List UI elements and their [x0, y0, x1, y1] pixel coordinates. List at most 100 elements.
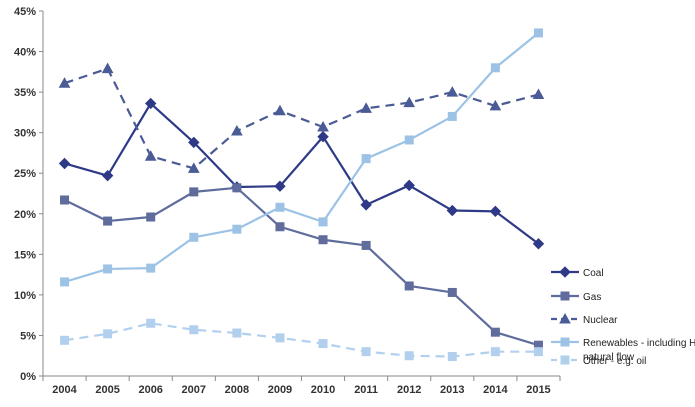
x-tick-label: 2007: [182, 384, 206, 396]
data-point: [404, 135, 414, 145]
x-tick-label: 2010: [311, 384, 335, 396]
data-point: [360, 102, 372, 113]
data-point: [446, 86, 459, 97]
data-point: [318, 217, 328, 227]
y-tick-label: 0%: [20, 371, 36, 383]
data-point: [318, 235, 328, 245]
data-point: [533, 347, 543, 357]
series-line: [64, 32, 540, 283]
data-point: [275, 333, 285, 343]
data-point: [232, 183, 242, 193]
data-point: [489, 99, 502, 111]
legend-item: Renewables - including Hydro natural flow: [551, 337, 695, 363]
x-tick-label: 2004: [52, 384, 77, 396]
legend-label: Renewables - including Hydro: [583, 338, 695, 349]
series-4: [60, 318, 543, 362]
data-point: [274, 180, 286, 192]
data-point: [447, 111, 457, 121]
y-tick-label: 25%: [14, 168, 36, 180]
data-point: [490, 63, 500, 73]
x-tick-label: 2006: [138, 384, 162, 396]
x-tick-label: 2005: [95, 384, 119, 396]
data-point: [60, 335, 70, 345]
legend-item: Gas: [551, 291, 601, 303]
legend-swatch-marker: [560, 337, 570, 347]
data-point: [146, 212, 156, 222]
y-tick-label: 40%: [14, 47, 36, 59]
data-point: [58, 77, 71, 88]
y-tick-label: 35%: [14, 87, 36, 99]
legend-label: Nuclear: [583, 315, 618, 326]
data-point: [404, 351, 414, 361]
y-tick-label: 5%: [20, 330, 36, 342]
x-tick-label: 2012: [397, 384, 421, 396]
data-point: [317, 131, 329, 143]
data-point: [533, 28, 543, 38]
y-tick-label: 30%: [14, 128, 36, 140]
data-point: [146, 263, 156, 273]
data-point: [60, 277, 70, 287]
data-point: [60, 195, 70, 205]
data-point: [189, 187, 199, 197]
data-point: [103, 264, 113, 274]
data-point: [404, 281, 414, 291]
x-tick-label: 2015: [526, 384, 550, 396]
legend-swatch-marker: [559, 266, 571, 278]
data-point: [146, 318, 156, 328]
y-tick-label: 10%: [14, 290, 36, 302]
y-tick-label: 45%: [14, 6, 36, 18]
data-point: [360, 199, 372, 211]
legend-label: Coal: [583, 268, 604, 279]
data-point: [447, 287, 457, 297]
x-tick-label: 2013: [440, 384, 464, 396]
series-3: [60, 28, 543, 287]
data-point: [101, 169, 114, 182]
data-point: [403, 179, 415, 192]
data-point: [145, 97, 157, 110]
data-point: [489, 205, 502, 218]
data-point: [274, 104, 286, 116]
data-point: [187, 162, 200, 173]
data-point: [361, 240, 371, 250]
data-point: [361, 347, 371, 357]
y-tick-label: 15%: [14, 249, 36, 261]
data-point: [144, 150, 157, 161]
legend-item: Coal: [551, 266, 604, 279]
legend-label: Gas: [583, 292, 601, 303]
y-tick-label: 20%: [14, 209, 36, 221]
series-1: [60, 183, 543, 350]
data-point: [275, 202, 285, 212]
series-line: [64, 102, 540, 245]
data-point: [101, 62, 114, 74]
series-2: [58, 62, 545, 173]
legend-label: natural flow: [583, 352, 635, 363]
x-tick-label: 2008: [225, 384, 249, 396]
series-0: [58, 97, 545, 250]
x-tick-label: 2011: [354, 384, 378, 396]
data-point: [188, 136, 200, 149]
data-point: [447, 352, 457, 362]
axes: 0% 5% 10% 15% 20% 25% 30% 35% 40% 45% 2004 2005 2006…: [14, 6, 561, 396]
data-point: [361, 154, 371, 164]
data-point: [58, 157, 71, 170]
legend-item: Nuclear: [551, 312, 618, 326]
data-point: [318, 339, 328, 349]
series-line: [64, 186, 539, 347]
series-line: [64, 67, 539, 170]
data-point: [490, 347, 500, 357]
data-point: [403, 96, 416, 108]
data-point: [189, 325, 199, 335]
legend-swatch-marker: [560, 355, 570, 365]
data-point: [275, 222, 285, 232]
data-point: [317, 120, 329, 132]
legend-item: Other - e.g. oil: [551, 355, 646, 367]
legend-swatch-marker: [559, 312, 571, 324]
series-line: [64, 322, 539, 358]
data-point: [532, 238, 545, 250]
legend: Coal Gas Nuclear Renewables - including Hyd…: [551, 266, 695, 367]
data-point: [490, 327, 500, 337]
data-point: [232, 328, 242, 338]
data-point: [232, 224, 242, 234]
